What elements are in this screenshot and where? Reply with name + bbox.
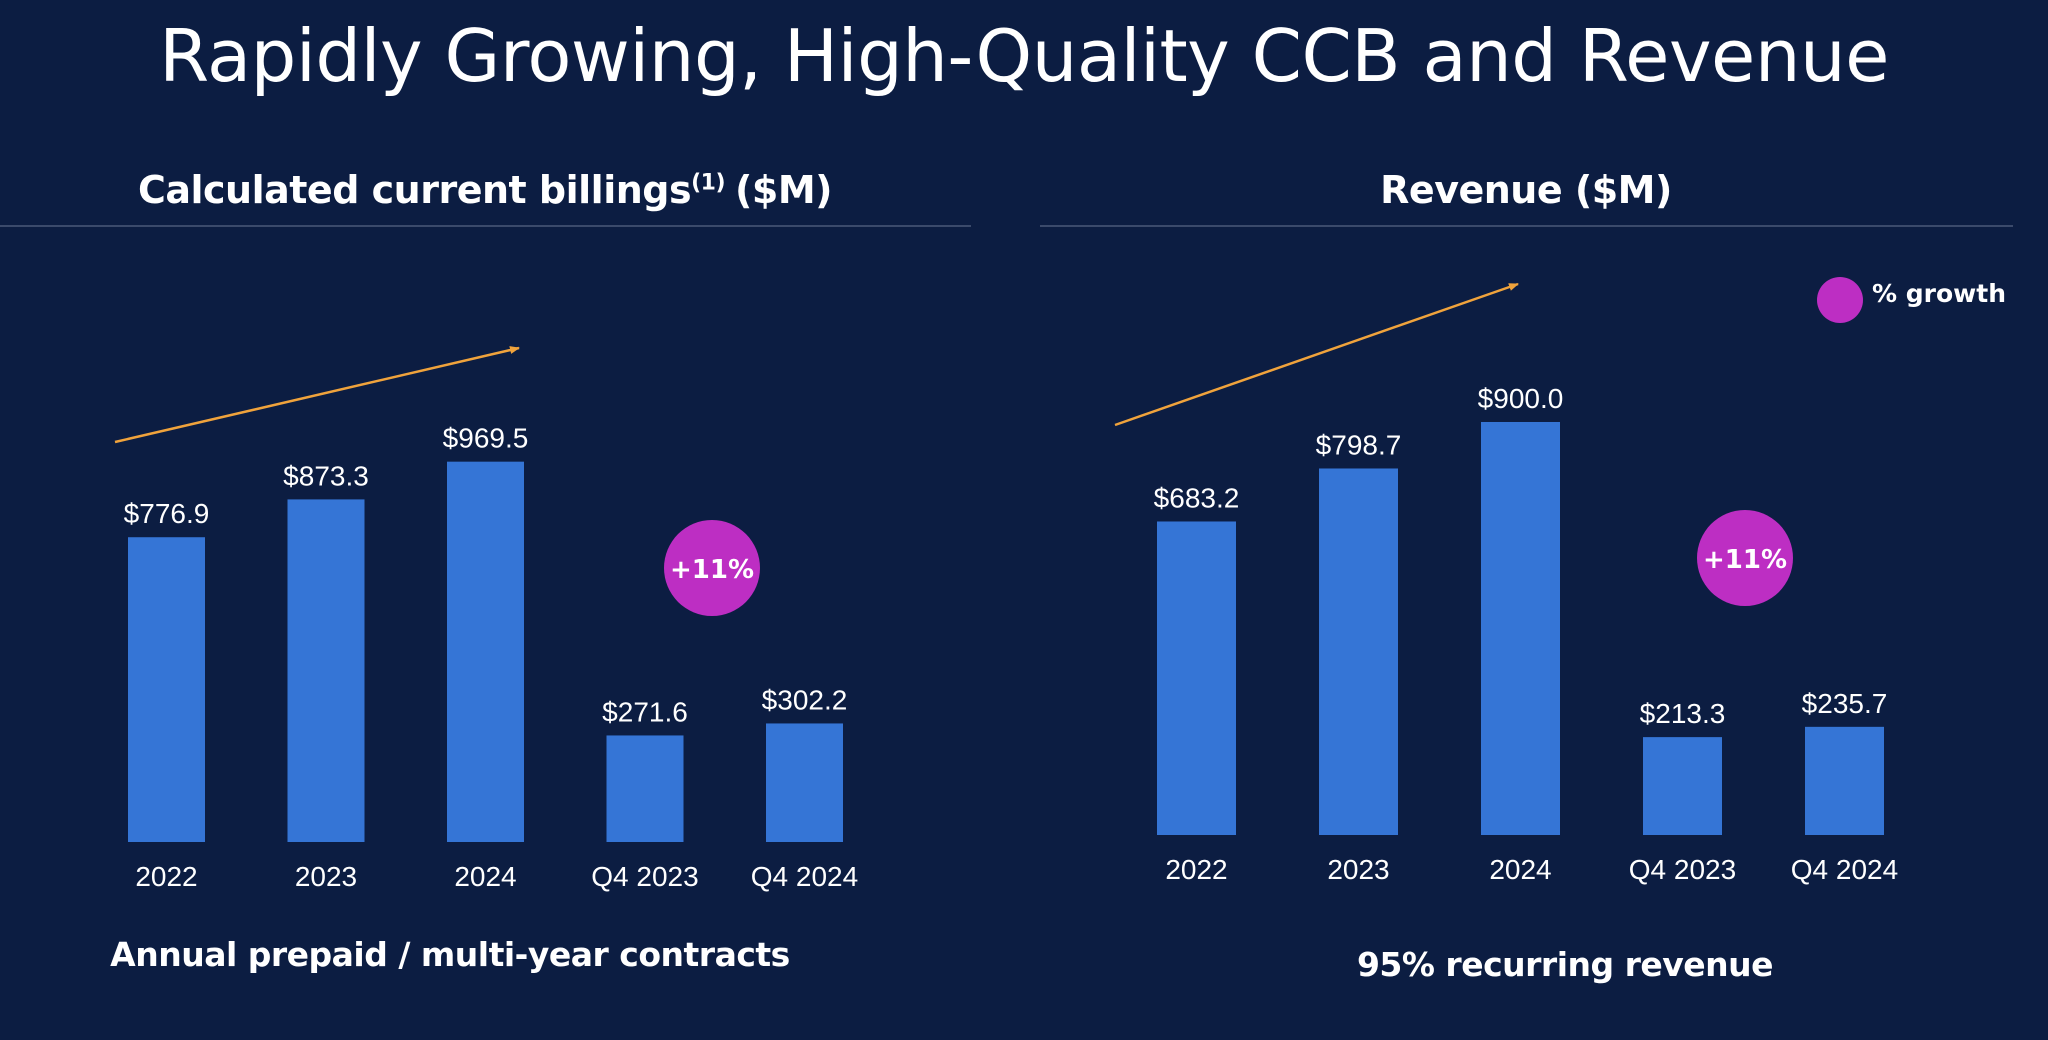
- growth-legend: % growth: [1817, 277, 2006, 323]
- revenue-bar-value-label: $900.0: [1478, 383, 1564, 414]
- ccb-trend-arrow: [114, 346, 520, 444]
- revenue-bar-chart: $683.2 2022 $798.7 2023 $900.0 2024 $213.3 Q4 2…: [1154, 383, 1899, 885]
- ccb-panel-title: Calculated current billings(1) ($M): [0, 168, 970, 212]
- ccb-title-unit: ($M): [735, 168, 833, 212]
- ccb-title-divider: [0, 225, 971, 227]
- ccb-growth-label: +11%: [670, 555, 754, 585]
- ccb-title-footnote-marker: (1): [691, 170, 726, 196]
- ccb-bar: [447, 461, 524, 842]
- ccb-footnote: Annual prepaid / multi-year contracts: [110, 935, 790, 974]
- revenue-category-label: 2024: [1489, 854, 1551, 885]
- legend-growth-label: % growth: [1872, 279, 2006, 308]
- legend-growth-swatch: [1817, 277, 1863, 323]
- revenue-category-label: 2022: [1165, 854, 1227, 885]
- ccb-bar-value-label: $969.5: [443, 423, 529, 454]
- ccb-bar-chart: $776.9 2022 $873.3 2023 $969.5 2024 $271.6 Q4 2…: [124, 423, 859, 892]
- slide-title: Rapidly Growing, High-Quality CCB and Re…: [159, 14, 1889, 98]
- revenue-category-label: 2023: [1327, 854, 1389, 885]
- revenue-growth-label: +11%: [1703, 545, 1787, 575]
- revenue-trend-arrow: [1114, 282, 1519, 427]
- revenue-title-divider: [1040, 225, 2013, 227]
- ccb-category-label: Q4 2023: [591, 861, 698, 892]
- revenue-bar-value-label: $213.3: [1640, 698, 1726, 729]
- revenue-bar: [1643, 737, 1722, 835]
- ccb-bar-value-label: $271.6: [602, 696, 688, 727]
- revenue-bar: [1481, 421, 1560, 835]
- ccb-category-label: 2023: [295, 861, 357, 892]
- revenue-bar-value-label: $235.7: [1802, 688, 1888, 719]
- ccb-bar-value-label: $776.9: [124, 498, 210, 529]
- ccb-category-label: 2022: [135, 861, 197, 892]
- ccb-bar: [606, 735, 684, 842]
- revenue-category-label: Q4 2023: [1629, 854, 1736, 885]
- revenue-growth-bubble: +11%: [1697, 510, 1793, 606]
- revenue-bar: [1805, 726, 1884, 835]
- ccb-category-label: Q4 2024: [751, 861, 858, 892]
- ccb-bar: [766, 723, 843, 842]
- ccb-title-text: Calculated current billings: [137, 168, 692, 212]
- ccb-bar-value-label: $873.3: [283, 460, 369, 491]
- ccb-growth-bubble: +11%: [664, 520, 760, 616]
- revenue-panel-title: Revenue ($M): [1380, 168, 1672, 212]
- revenue-bar: [1319, 468, 1398, 835]
- revenue-bar: [1157, 521, 1236, 835]
- ccb-bar: [128, 537, 205, 842]
- revenue-category-label: Q4 2024: [1791, 854, 1898, 885]
- ccb-bar: [287, 499, 365, 842]
- revenue-bar-value-label: $798.7: [1316, 429, 1402, 460]
- ccb-bar-value-label: $302.2: [762, 684, 848, 715]
- ccb-category-label: 2024: [454, 861, 516, 892]
- revenue-bar-value-label: $683.2: [1154, 482, 1240, 513]
- revenue-footnote: 95% recurring revenue: [1356, 945, 1774, 984]
